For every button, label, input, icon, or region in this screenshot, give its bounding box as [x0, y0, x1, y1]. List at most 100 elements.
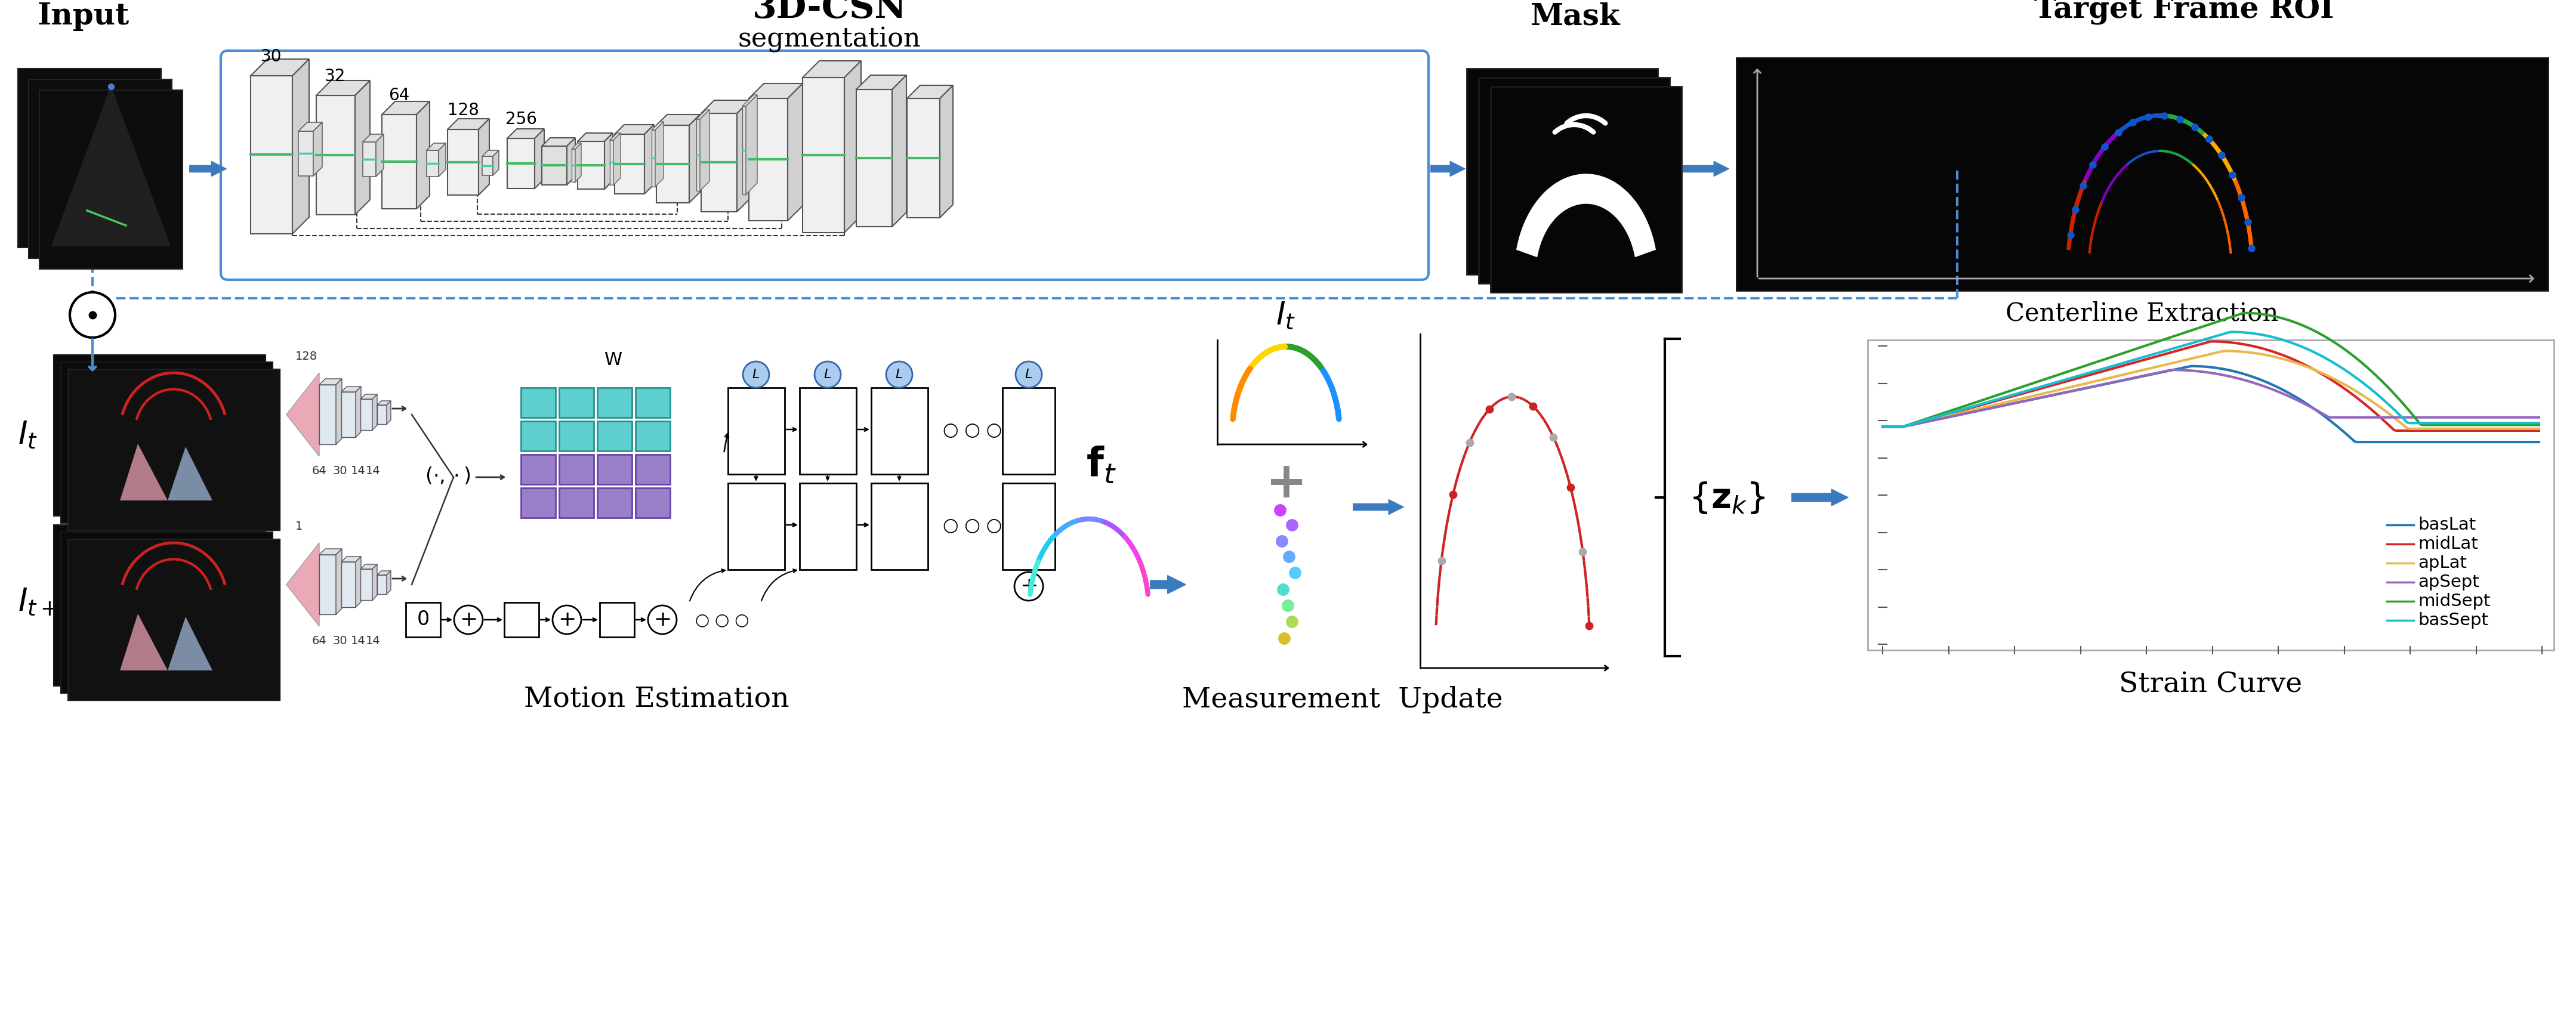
FancyBboxPatch shape	[1002, 387, 1056, 474]
Polygon shape	[541, 137, 574, 146]
Polygon shape	[804, 61, 860, 77]
Text: L: L	[824, 368, 832, 380]
Polygon shape	[616, 134, 644, 194]
FancyBboxPatch shape	[871, 483, 927, 570]
Polygon shape	[361, 399, 374, 430]
Polygon shape	[654, 122, 665, 187]
Polygon shape	[696, 110, 708, 119]
Text: Measurement  Update: Measurement Update	[1182, 685, 1502, 713]
Polygon shape	[1466, 68, 1659, 275]
Polygon shape	[701, 101, 750, 113]
FancyBboxPatch shape	[505, 602, 538, 637]
Polygon shape	[363, 134, 384, 142]
Text: 0: 0	[417, 610, 430, 630]
Polygon shape	[386, 571, 392, 594]
Text: 30: 30	[332, 636, 348, 647]
Polygon shape	[299, 131, 314, 176]
Text: L: L	[752, 368, 760, 380]
Text: apLat: apLat	[2419, 554, 2468, 572]
Polygon shape	[574, 143, 582, 182]
Text: 14: 14	[350, 465, 366, 477]
Polygon shape	[62, 362, 273, 523]
Text: 256: 256	[505, 111, 536, 128]
Polygon shape	[361, 564, 376, 570]
Polygon shape	[374, 395, 376, 430]
Text: 128: 128	[448, 102, 479, 119]
Polygon shape	[482, 157, 492, 175]
Text: +: +	[559, 609, 577, 630]
Circle shape	[70, 292, 116, 338]
Polygon shape	[536, 129, 544, 188]
Polygon shape	[616, 125, 654, 134]
Polygon shape	[121, 614, 167, 670]
Circle shape	[554, 605, 582, 634]
Polygon shape	[613, 133, 621, 185]
FancyBboxPatch shape	[636, 387, 670, 418]
Polygon shape	[54, 355, 265, 516]
Text: +: +	[654, 609, 672, 630]
Polygon shape	[121, 443, 167, 500]
Polygon shape	[167, 616, 211, 670]
Polygon shape	[18, 68, 162, 247]
Polygon shape	[340, 556, 361, 561]
Polygon shape	[39, 91, 183, 270]
Text: 128: 128	[296, 351, 317, 362]
Polygon shape	[250, 75, 294, 234]
Polygon shape	[355, 80, 371, 215]
FancyBboxPatch shape	[636, 455, 670, 484]
Text: $\mathbf{f}_t$: $\mathbf{f}_t$	[1087, 445, 1115, 485]
Text: +: +	[1020, 577, 1038, 597]
Polygon shape	[492, 151, 500, 175]
Polygon shape	[572, 143, 582, 149]
Text: Motion Estimation: Motion Estimation	[523, 685, 788, 713]
Polygon shape	[428, 151, 438, 177]
Polygon shape	[907, 99, 940, 218]
Polygon shape	[577, 141, 605, 189]
Polygon shape	[361, 395, 376, 399]
FancyBboxPatch shape	[598, 488, 631, 518]
Polygon shape	[314, 122, 322, 176]
Polygon shape	[52, 85, 170, 246]
Polygon shape	[907, 85, 953, 99]
Text: 30: 30	[332, 465, 348, 477]
Polygon shape	[804, 77, 845, 233]
Text: 32: 32	[325, 68, 345, 84]
Polygon shape	[750, 83, 804, 99]
Polygon shape	[657, 115, 701, 125]
Circle shape	[453, 605, 482, 634]
Polygon shape	[286, 373, 319, 457]
Polygon shape	[701, 113, 737, 212]
FancyBboxPatch shape	[636, 488, 670, 518]
Polygon shape	[855, 89, 891, 227]
Polygon shape	[319, 384, 335, 444]
Polygon shape	[1736, 58, 2548, 291]
Polygon shape	[448, 129, 479, 195]
Text: Strain Curve: Strain Curve	[2120, 671, 2303, 698]
Text: 14: 14	[350, 636, 366, 647]
Text: 3D-CSN: 3D-CSN	[752, 0, 907, 25]
Polygon shape	[317, 80, 371, 96]
Polygon shape	[507, 138, 536, 188]
Text: Target Frame ROI: Target Frame ROI	[2035, 0, 2334, 25]
Polygon shape	[657, 125, 690, 202]
Polygon shape	[340, 386, 361, 392]
Text: midLat: midLat	[2419, 536, 2478, 552]
FancyBboxPatch shape	[407, 602, 440, 637]
FancyBboxPatch shape	[799, 387, 855, 474]
Polygon shape	[417, 102, 430, 208]
Polygon shape	[1479, 77, 1669, 284]
Polygon shape	[381, 115, 417, 208]
Text: 1: 1	[296, 521, 304, 532]
FancyBboxPatch shape	[559, 488, 592, 518]
Polygon shape	[611, 133, 621, 140]
Polygon shape	[577, 133, 613, 141]
Polygon shape	[67, 369, 281, 530]
Polygon shape	[67, 539, 281, 701]
Polygon shape	[428, 143, 446, 151]
Text: basSept: basSept	[2419, 612, 2488, 629]
FancyBboxPatch shape	[871, 387, 927, 474]
FancyBboxPatch shape	[559, 421, 592, 451]
Polygon shape	[652, 130, 654, 187]
Text: apSept: apSept	[2419, 574, 2478, 591]
Polygon shape	[750, 99, 788, 221]
